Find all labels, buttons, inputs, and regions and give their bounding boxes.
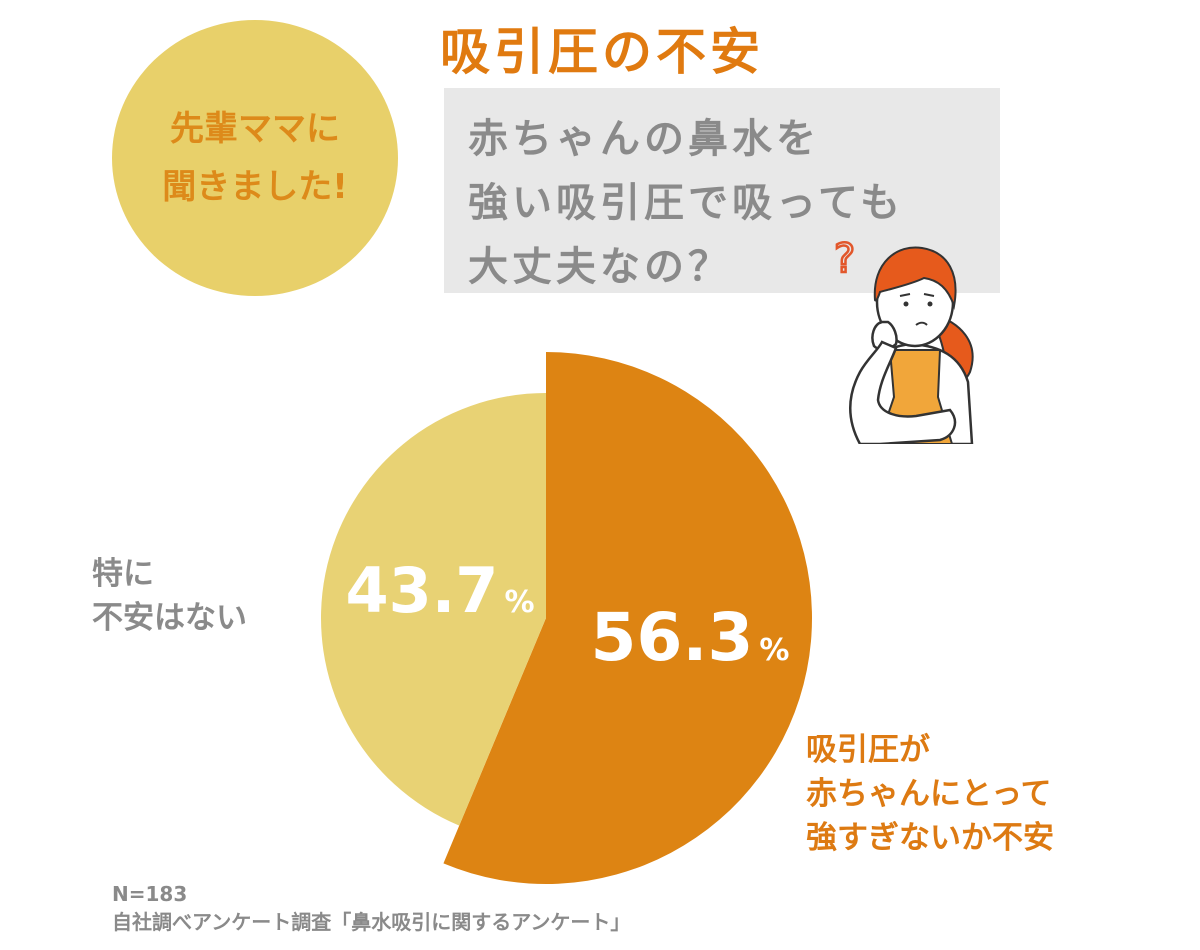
legend-no-worry: 特に 不安はない (92, 552, 247, 640)
badge-line-2: 聞きました! (162, 167, 348, 207)
question-line-2: 強い吸引圧で吸っても (468, 180, 904, 226)
survey-source: 自社調べアンケート調査「鼻水吸引に関するアンケート」 (112, 910, 631, 934)
legend-worried: 吸引圧が 赤ちゃんにとって 強すぎないか不安 (806, 728, 1054, 860)
question-line-1: 赤ちゃんの鼻水を (468, 116, 820, 162)
sample-size: N=183 (112, 882, 188, 906)
pie-slice-0 (443, 352, 812, 884)
pie-slice-1 (320, 393, 546, 826)
legend-no-worry-line-1: 特に (92, 556, 154, 592)
survey-badge: 先輩ママに 聞きました! (112, 20, 398, 296)
legend-no-worry-line-2: 不安はない (92, 600, 247, 636)
footer-note: N=183 自社調べアンケート調査「鼻水吸引に関するアンケート」 (112, 880, 630, 936)
legend-worried-line-2: 赤ちゃんにとって (806, 776, 1052, 812)
pie-slice-label-1: 43.7% (345, 554, 534, 627)
question-line-3: 大丈夫なの？ (468, 244, 732, 290)
page-title: 吸引圧の不安 (440, 23, 764, 81)
badge-line-1: 先輩ママに (170, 109, 340, 149)
legend-worried-line-3: 強すぎないか不安 (806, 820, 1054, 856)
question-mark-icon: ? (834, 236, 855, 282)
pie-slice-label-0: 56.3% (591, 599, 790, 676)
legend-worried-line-1: 吸引圧が (806, 732, 930, 768)
worried-mother-illustration: ? (833, 235, 974, 444)
